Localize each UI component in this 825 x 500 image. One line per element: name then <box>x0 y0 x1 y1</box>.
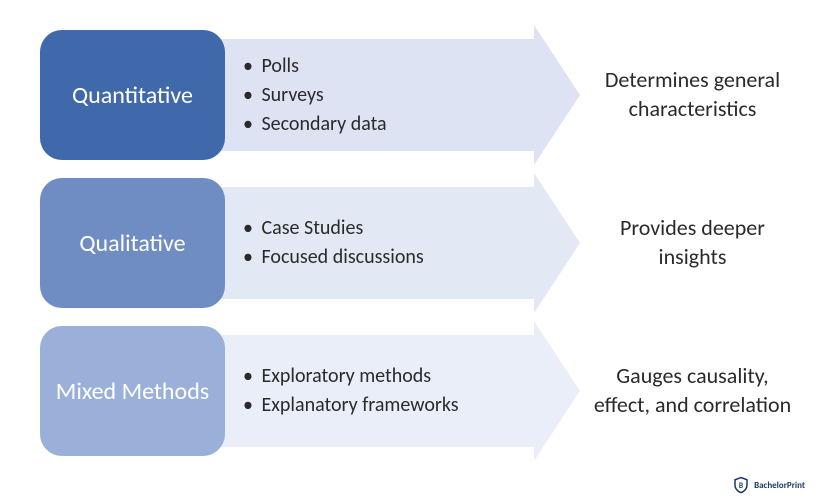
bullet-item: Polls <box>243 52 387 81</box>
method-row: QualitativeCase StudiesFocused discussio… <box>40 178 805 308</box>
outcome-text: Gauges causality, effect, and correlatio… <box>580 362 805 419</box>
arrow-body: Case StudiesFocused discussions <box>207 187 534 299</box>
bullet-list: Exploratory methodsExplanatory framework… <box>231 362 459 420</box>
arrow-head-icon <box>534 173 580 313</box>
diagram-container: QuantitativePollsSurveysSecondary dataDe… <box>40 30 805 456</box>
arrow-head-icon <box>534 321 580 461</box>
arrow-body: PollsSurveysSecondary data <box>207 39 534 151</box>
arrow-head-icon <box>534 25 580 165</box>
method-label-box: Mixed Methods <box>40 326 225 456</box>
arrow-body: Exploratory methodsExplanatory framework… <box>207 335 534 447</box>
bullet-list: Case StudiesFocused discussions <box>231 214 424 272</box>
brand-logo: B BachelorPrint <box>732 476 805 494</box>
method-label-box: Quantitative <box>40 30 225 160</box>
method-row: QuantitativePollsSurveysSecondary dataDe… <box>40 30 805 160</box>
bullet-item: Focused discussions <box>243 243 424 272</box>
method-label-box: Qualitative <box>40 178 225 308</box>
bullet-item: Secondary data <box>243 110 387 139</box>
bullet-item: Explanatory frameworks <box>243 391 459 420</box>
bullet-item: Exploratory methods <box>243 362 459 391</box>
bullet-item: Case Studies <box>243 214 424 243</box>
method-row: Mixed MethodsExploratory methodsExplanat… <box>40 326 805 456</box>
bullet-list: PollsSurveysSecondary data <box>231 52 387 139</box>
svg-text:B: B <box>739 482 743 491</box>
outcome-text: Determines general characteristics <box>580 66 805 123</box>
shield-icon: B <box>732 476 750 494</box>
brand-text: BachelorPrint <box>754 480 805 491</box>
outcome-text: Provides deeper insights <box>580 214 805 271</box>
bullet-item: Surveys <box>243 81 387 110</box>
